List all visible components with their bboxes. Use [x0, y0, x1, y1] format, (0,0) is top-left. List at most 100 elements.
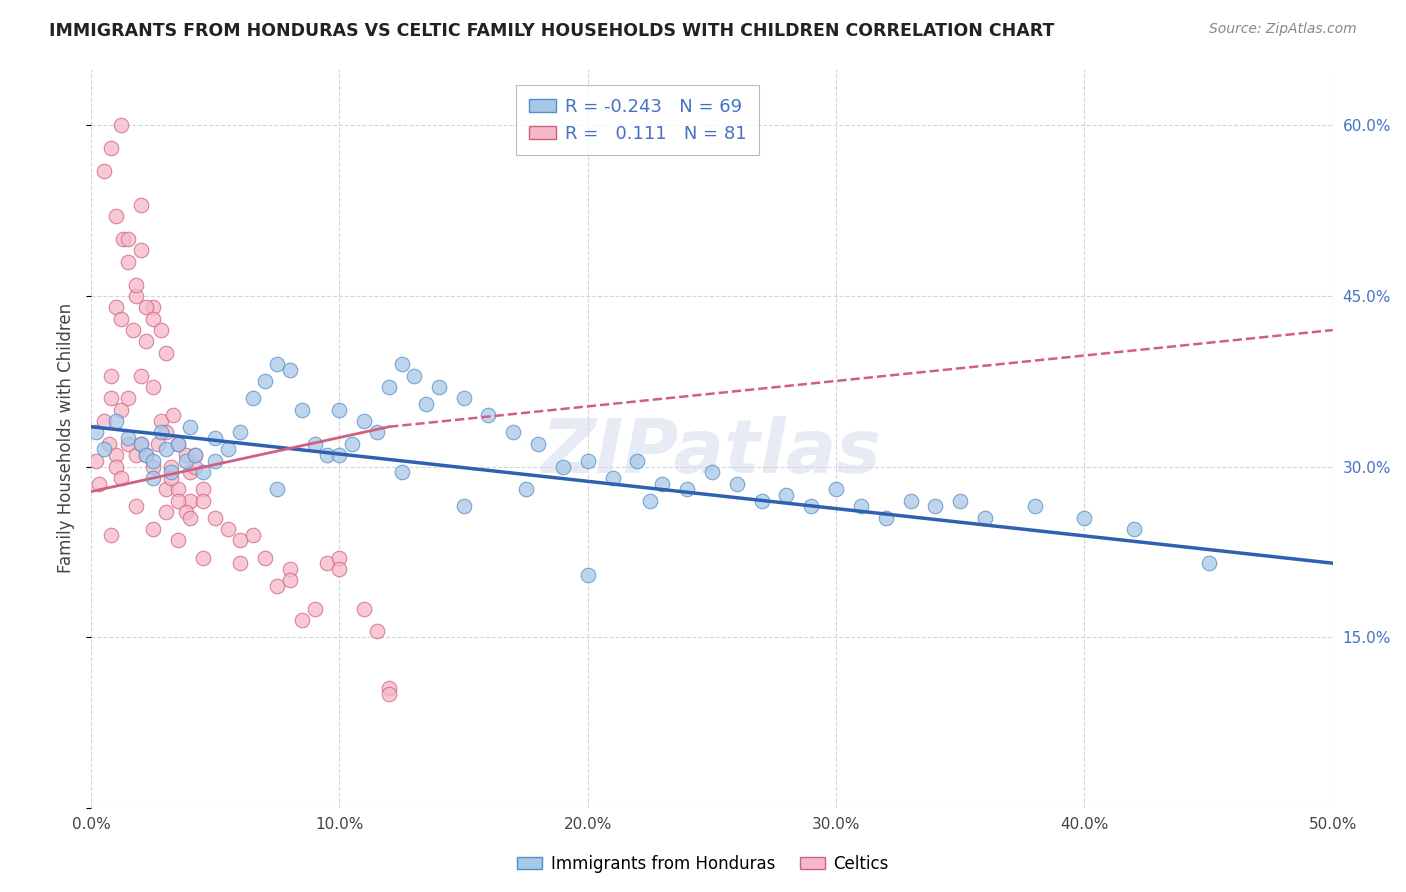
Point	[1024, 500, 1046, 514]
Point	[162, 409, 184, 423]
Point	[100, 141, 122, 155]
Point	[93, 164, 115, 178]
Point	[125, 277, 148, 292]
Point	[104, 210, 127, 224]
Point	[129, 437, 152, 451]
Point	[217, 522, 239, 536]
Point	[125, 500, 148, 514]
Point	[179, 493, 201, 508]
Point	[353, 601, 375, 615]
Point	[110, 471, 132, 485]
Point	[104, 414, 127, 428]
Point	[849, 500, 872, 514]
Point	[328, 402, 350, 417]
Point	[378, 380, 401, 394]
Point	[191, 483, 214, 497]
Point	[875, 510, 897, 524]
Point	[328, 562, 350, 576]
Point	[378, 687, 401, 701]
Point	[1073, 510, 1095, 524]
Point	[402, 368, 425, 383]
Point	[179, 419, 201, 434]
Point	[191, 465, 214, 479]
Point	[174, 448, 197, 462]
Point	[217, 442, 239, 457]
Point	[576, 454, 599, 468]
Point	[117, 437, 139, 451]
Point	[253, 550, 276, 565]
Point	[159, 465, 181, 479]
Point	[97, 437, 120, 451]
Point	[204, 431, 226, 445]
Point	[626, 454, 648, 468]
Point	[340, 437, 363, 451]
Point	[155, 346, 177, 360]
Point	[84, 425, 107, 440]
Text: IMMIGRANTS FROM HONDURAS VS CELTIC FAMILY HOUSEHOLDS WITH CHILDREN CORRELATION C: IMMIGRANTS FROM HONDURAS VS CELTIC FAMIL…	[49, 22, 1054, 40]
Point	[125, 448, 148, 462]
Point	[676, 483, 699, 497]
Point	[117, 255, 139, 269]
Point	[155, 483, 177, 497]
Point	[229, 533, 252, 548]
Point	[527, 437, 550, 451]
Point	[924, 500, 946, 514]
Point	[142, 522, 165, 536]
Point	[184, 459, 207, 474]
Point	[149, 323, 172, 337]
Point	[266, 579, 288, 593]
Point	[242, 528, 264, 542]
Point	[117, 232, 139, 246]
Point	[328, 550, 350, 565]
Point	[328, 448, 350, 462]
Point	[391, 465, 413, 479]
Text: ZIPatlas: ZIPatlas	[541, 417, 882, 490]
Point	[87, 476, 110, 491]
Point	[229, 556, 252, 570]
Point	[427, 380, 450, 394]
Point	[278, 573, 301, 587]
Point	[191, 493, 214, 508]
Point	[304, 601, 326, 615]
Point	[104, 448, 127, 462]
Legend: Immigrants from Honduras, Celtics: Immigrants from Honduras, Celtics	[510, 848, 896, 880]
Point	[229, 425, 252, 440]
Point	[291, 613, 314, 627]
Point	[129, 198, 152, 212]
Point	[378, 681, 401, 696]
Point	[155, 442, 177, 457]
Point	[184, 448, 207, 462]
Point	[179, 465, 201, 479]
Point	[135, 448, 157, 462]
Point	[204, 510, 226, 524]
Legend: R = -0.243   N = 69, R =   0.111   N = 81: R = -0.243 N = 69, R = 0.111 N = 81	[516, 85, 759, 155]
Point	[167, 437, 190, 451]
Point	[515, 483, 537, 497]
Point	[775, 488, 797, 502]
Point	[129, 437, 152, 451]
Text: Source: ZipAtlas.com: Source: ZipAtlas.com	[1209, 22, 1357, 37]
Point	[142, 380, 165, 394]
Point	[316, 448, 339, 462]
Point	[100, 528, 122, 542]
Point	[84, 454, 107, 468]
Point	[638, 493, 661, 508]
Point	[142, 301, 165, 315]
Point	[253, 374, 276, 388]
Point	[551, 459, 574, 474]
Point	[100, 368, 122, 383]
Point	[304, 437, 326, 451]
Point	[159, 471, 181, 485]
Point	[651, 476, 673, 491]
Point	[112, 232, 135, 246]
Point	[174, 454, 197, 468]
Point	[415, 397, 437, 411]
Point	[155, 425, 177, 440]
Point	[700, 465, 723, 479]
Point	[477, 409, 499, 423]
Point	[167, 437, 190, 451]
Point	[142, 311, 165, 326]
Point	[142, 454, 165, 468]
Point	[117, 392, 139, 406]
Point	[104, 459, 127, 474]
